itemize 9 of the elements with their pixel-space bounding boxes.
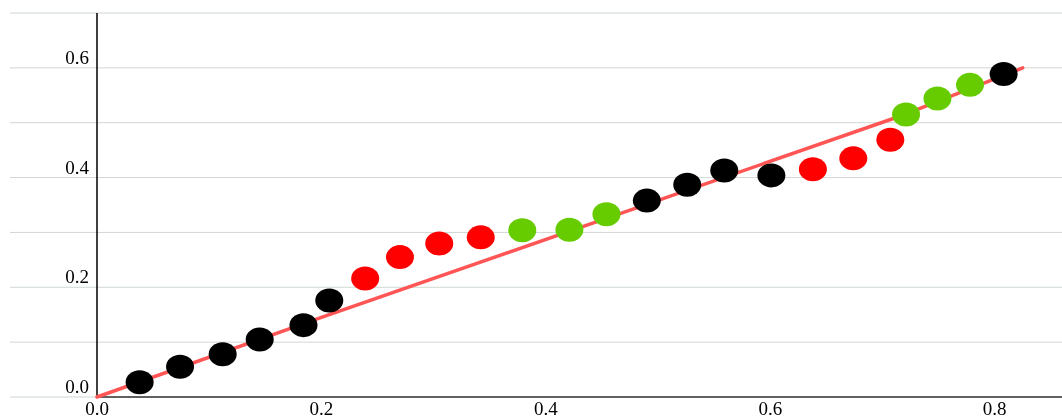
x-tick-label: 0.4 [533, 398, 559, 417]
y-tick-label: 0.0 [65, 376, 89, 397]
x-tick-label: 0.0 [85, 398, 109, 417]
x-tick-label: 0.6 [758, 398, 783, 417]
y-tick-label: 0.2 [65, 266, 89, 288]
x-tick-label: 0.2 [309, 398, 334, 417]
y-tick-label: 0.4 [65, 156, 90, 178]
x-tick-label: 0.8 [982, 398, 1007, 417]
y-tick-label: 0.6 [65, 46, 89, 68]
